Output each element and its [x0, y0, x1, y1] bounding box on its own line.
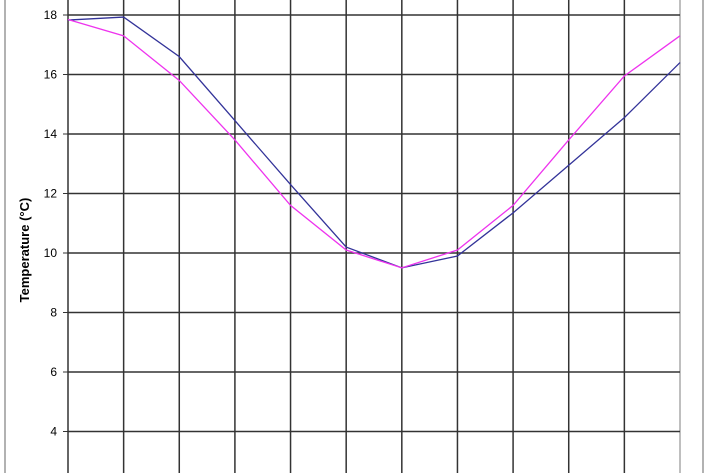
y-tick-label: 10 [44, 246, 58, 260]
series-line-2 [67, 18, 681, 269]
y-tick-label: 8 [50, 306, 57, 320]
chart-frame [4, 0, 704, 473]
y-axis-label: Temperature (°C) [17, 198, 32, 303]
y-tick-labels: 4 6 8 10 12 14 16 18 [44, 8, 58, 439]
y-tick-label: 14 [44, 127, 58, 141]
y-tick-label: 16 [44, 68, 58, 82]
y-tick-label: 18 [44, 8, 58, 22]
gridlines [63, 0, 681, 473]
series-lines [67, 16, 681, 269]
y-tick-label: 12 [44, 187, 58, 201]
series-line-1 [67, 16, 681, 269]
y-tick-label: 4 [50, 425, 57, 439]
y-tick-label: 6 [50, 365, 57, 379]
